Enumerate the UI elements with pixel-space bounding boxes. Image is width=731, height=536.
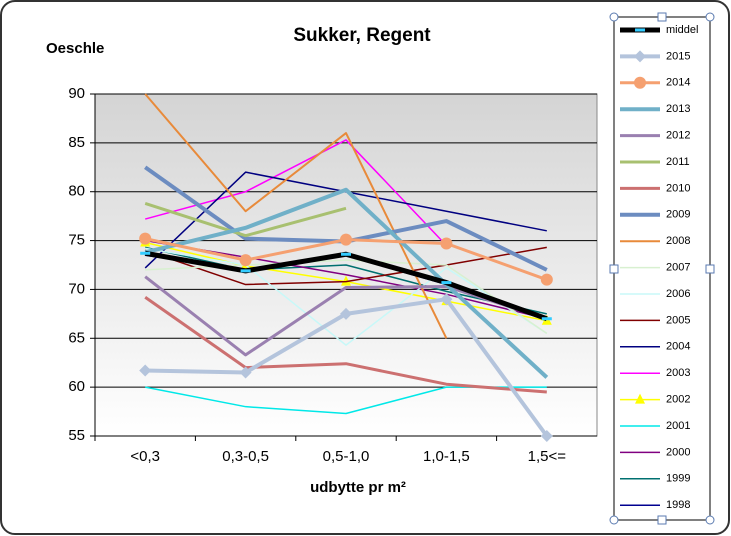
marker — [540, 273, 553, 286]
y-tick-label: 65 — [68, 329, 85, 346]
x-tick-label: <0,3 — [130, 448, 160, 465]
legend-label: 2003 — [666, 367, 690, 379]
y-tick-label: 60 — [68, 378, 85, 395]
marker — [139, 364, 152, 377]
selection-handles — [609, 12, 715, 525]
marker — [635, 28, 645, 32]
legend-label: 2014 — [666, 77, 690, 89]
x-tick-label: 1,5<= — [528, 448, 567, 465]
line — [145, 246, 547, 315]
legend-label: 2004 — [666, 341, 690, 353]
legend-label: 2015 — [666, 50, 690, 62]
legend-label: 2013 — [666, 103, 690, 115]
line — [144, 296, 547, 394]
legend-label: middel — [666, 24, 698, 36]
y-tick-label: 90 — [68, 85, 85, 102]
marker — [540, 430, 553, 442]
line — [144, 187, 549, 379]
series — [144, 246, 547, 286]
marker — [340, 307, 352, 320]
legend-label: 2000 — [666, 446, 690, 458]
y-axis-label: Oeschle — [46, 40, 104, 57]
y-tick-label: 55 — [68, 427, 85, 444]
marker — [634, 50, 646, 63]
y-tick-label: 85 — [68, 134, 85, 151]
chart-title: Sukker, Regent — [293, 25, 431, 46]
legend-label: 2007 — [666, 262, 690, 274]
series — [139, 293, 553, 442]
legend-label: 2009 — [666, 209, 690, 221]
marker — [440, 293, 453, 306]
marker — [240, 269, 251, 273]
marker — [239, 254, 252, 267]
marker — [441, 281, 452, 285]
marker — [341, 252, 351, 256]
marker — [541, 317, 552, 321]
series — [144, 202, 347, 238]
line — [144, 246, 547, 286]
x-tick-label: 1,0-1,5 — [423, 448, 470, 465]
line — [144, 202, 347, 238]
legend-label: 2008 — [666, 235, 690, 247]
legend-label: 2005 — [666, 314, 690, 326]
marker — [440, 237, 453, 250]
series — [140, 250, 552, 322]
marker — [140, 251, 151, 255]
x-axis-label: udbytte pr m² — [310, 479, 406, 496]
y-tick-label: 70 — [68, 280, 85, 297]
line — [145, 247, 548, 346]
series — [145, 247, 548, 346]
y-tick-label: 80 — [68, 183, 85, 200]
legend-label: 2006 — [666, 288, 690, 300]
series — [139, 232, 553, 286]
series — [144, 187, 549, 379]
marker — [139, 232, 152, 245]
legend-label: 2001 — [666, 420, 690, 432]
series — [144, 296, 547, 394]
legend-label: 2002 — [666, 394, 690, 406]
legend-box — [613, 16, 711, 521]
x-tick-label: 0,3-0,5 — [222, 448, 269, 465]
marker — [341, 275, 351, 286]
y-tick-label: 75 — [68, 232, 85, 249]
legend-label: 1998 — [666, 499, 690, 511]
marker — [239, 366, 252, 379]
legend-label: 2012 — [666, 130, 690, 142]
marker — [340, 233, 352, 246]
legend-label: 2011 — [666, 156, 690, 168]
x-tick-label: 0,5-1,0 — [323, 448, 370, 465]
legend-label: 2010 — [666, 182, 690, 194]
legend-label: 1999 — [666, 473, 690, 485]
marker — [635, 393, 645, 404]
marker — [634, 76, 646, 89]
series — [145, 246, 547, 315]
